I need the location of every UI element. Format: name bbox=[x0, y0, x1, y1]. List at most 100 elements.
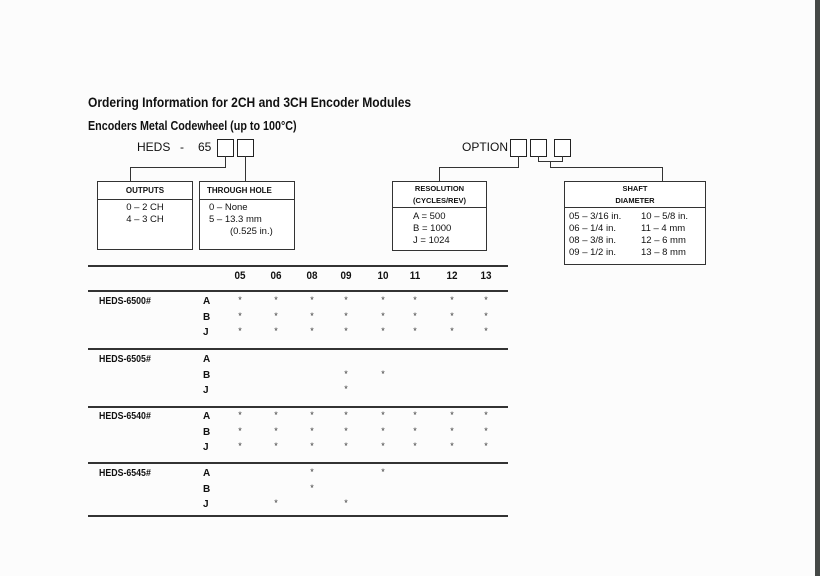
model-number: HEDS-6545# bbox=[99, 468, 151, 479]
availability-mark: * bbox=[238, 425, 242, 436]
part-dash: - bbox=[180, 140, 184, 154]
availability-mark: * bbox=[484, 441, 488, 451]
availability-mark: * bbox=[344, 498, 348, 508]
resolution-header: RESOLUTION bbox=[414, 183, 465, 193]
availability-mark: * bbox=[274, 326, 278, 336]
connector bbox=[518, 156, 519, 168]
resolution-line: A = 500 bbox=[413, 211, 446, 222]
availability-mark: * bbox=[381, 326, 385, 336]
availability-mark: * bbox=[484, 425, 488, 436]
availability-mark: * bbox=[344, 425, 348, 436]
shaft-option: 10 – 5/8 in. bbox=[641, 211, 689, 222]
availability-mark: * bbox=[238, 295, 242, 305]
availability-mark: * bbox=[450, 310, 454, 321]
availability-mark: * bbox=[310, 467, 314, 477]
resolution-code: J bbox=[203, 499, 209, 510]
resolution-code: A bbox=[203, 296, 211, 307]
availability-mark: * bbox=[450, 425, 454, 436]
resolution-code: A bbox=[203, 354, 211, 365]
availability-mark: * bbox=[413, 310, 417, 321]
resolution-option-box bbox=[510, 139, 527, 157]
through-hole-line: 5 – 13.3 mm bbox=[209, 214, 262, 225]
availability-mark: * bbox=[310, 441, 314, 451]
availability-mark: * bbox=[238, 441, 242, 451]
availability-mark: * bbox=[344, 410, 348, 420]
column-header: 09 bbox=[340, 270, 352, 282]
through-hole-line: 0 – None bbox=[209, 202, 248, 213]
resolution-code: B bbox=[203, 311, 211, 323]
resolution-code: B bbox=[203, 369, 211, 381]
column-header: 13 bbox=[480, 270, 492, 282]
connector bbox=[550, 167, 663, 168]
availability-mark: * bbox=[238, 410, 242, 420]
availability-mark: * bbox=[484, 410, 488, 420]
connector bbox=[245, 156, 246, 181]
availability-mark: * bbox=[274, 425, 278, 436]
outputs-line: 4 – 3 CH bbox=[126, 214, 164, 225]
availability-mark: * bbox=[413, 441, 417, 451]
availability-mark: * bbox=[381, 295, 385, 305]
availability-mark: * bbox=[413, 295, 417, 305]
shaft-option: 08 – 3/8 in. bbox=[569, 235, 617, 246]
part-digits: 65 bbox=[198, 140, 212, 154]
availability-mark: * bbox=[450, 295, 454, 305]
availability-mark: * bbox=[413, 326, 417, 336]
model-number: HEDS-6500# bbox=[99, 296, 151, 307]
column-header: 10 bbox=[377, 270, 389, 282]
availability-mark: * bbox=[274, 295, 278, 305]
column-header: 06 bbox=[270, 270, 282, 282]
availability-mark: * bbox=[344, 326, 348, 336]
availability-mark: * bbox=[381, 467, 385, 477]
through-hole-header: THROUGH HOLE bbox=[200, 182, 294, 200]
shaft-option: 06 – 1/4 in. bbox=[569, 223, 617, 234]
table-rule bbox=[88, 406, 508, 408]
connector bbox=[550, 161, 551, 168]
availability-mark: * bbox=[310, 482, 314, 493]
column-header: 08 bbox=[306, 270, 318, 282]
window-edge bbox=[815, 0, 820, 576]
resolution-box: RESOLUTION (CYCLES/REV) A = 500 B = 1000… bbox=[392, 181, 487, 251]
table-rule bbox=[88, 265, 508, 267]
availability-mark: * bbox=[274, 441, 278, 451]
model-number: HEDS-6540# bbox=[99, 411, 151, 422]
availability-mark: * bbox=[238, 326, 242, 336]
availability-mark: * bbox=[450, 326, 454, 336]
availability-mark: * bbox=[344, 310, 348, 321]
connector bbox=[130, 167, 131, 181]
through-hole-box: THROUGH HOLE 0 – None 5 – 13.3 mm (0.525… bbox=[199, 181, 295, 250]
resolution-code: A bbox=[203, 468, 211, 479]
through-hole-digit-box bbox=[237, 139, 254, 157]
availability-mark: * bbox=[381, 310, 385, 321]
option-label: OPTION bbox=[462, 140, 509, 154]
resolution-code: B bbox=[203, 483, 211, 495]
table-rule bbox=[88, 290, 508, 292]
availability-mark: * bbox=[484, 326, 488, 336]
availability-mark: * bbox=[344, 441, 348, 451]
availability-mark: * bbox=[381, 368, 385, 379]
availability-mark: * bbox=[274, 410, 278, 420]
resolution-line: J = 1024 bbox=[413, 235, 450, 246]
outputs-line: 0 – 2 CH bbox=[126, 202, 164, 213]
shaft-diameter-box: SHAFT DIAMETER 05 – 3/16 in. 10 – 5/8 in… bbox=[564, 181, 706, 265]
availability-mark: * bbox=[344, 368, 348, 379]
availability-mark: * bbox=[381, 425, 385, 436]
availability-mark: * bbox=[310, 326, 314, 336]
section-subtitle: Encoders Metal Codewheel (up to 100°C) bbox=[88, 119, 297, 133]
shaft-option: 11 – 4 mm bbox=[641, 223, 686, 234]
table-rule bbox=[88, 348, 508, 350]
availability-mark: * bbox=[238, 310, 242, 321]
availability-mark: * bbox=[484, 295, 488, 305]
resolution-code: A bbox=[203, 411, 211, 422]
availability-mark: * bbox=[381, 441, 385, 451]
resolution-code: J bbox=[203, 385, 209, 396]
resolution-code: J bbox=[203, 442, 209, 453]
availability-mark: * bbox=[310, 295, 314, 305]
resolution-code: B bbox=[203, 426, 211, 438]
shaft-option: 13 – 8 mm bbox=[641, 247, 686, 258]
availability-mark: * bbox=[413, 410, 417, 420]
connector bbox=[130, 167, 226, 168]
shaft-option: 09 – 1/2 in. bbox=[569, 247, 617, 258]
availability-mark: * bbox=[344, 295, 348, 305]
connector bbox=[538, 156, 539, 162]
availability-mark: * bbox=[450, 410, 454, 420]
